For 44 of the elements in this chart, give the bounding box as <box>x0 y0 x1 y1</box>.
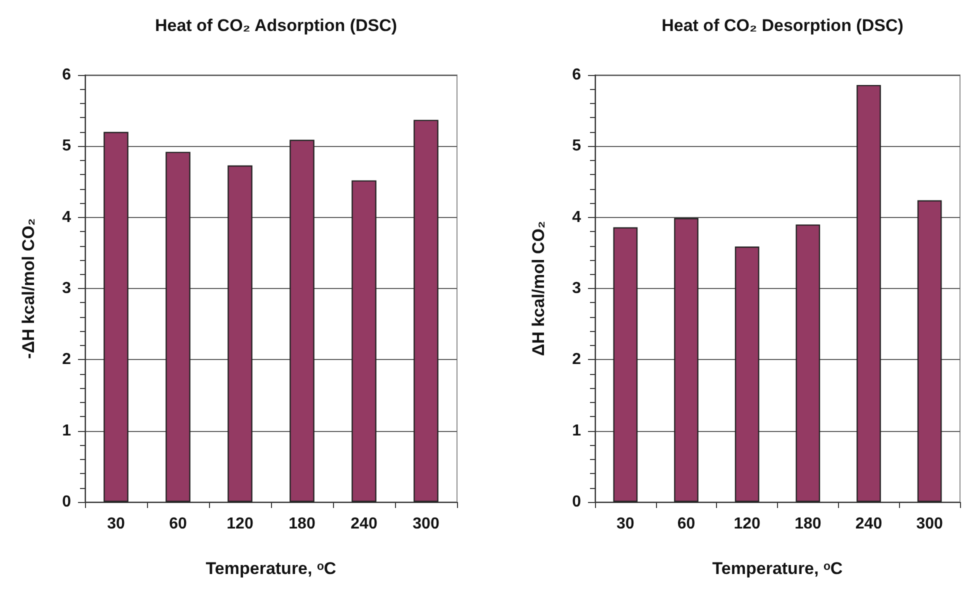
bar <box>856 84 881 502</box>
x-tick-label: 60 <box>677 516 696 532</box>
y-tick-label: 4 <box>572 208 582 226</box>
y-axis-title: -ΔH kcal/mol CO₂ <box>19 218 38 359</box>
y-tick-label: 6 <box>572 66 582 84</box>
x-axis-title: Temperature, ᵒC <box>712 559 843 578</box>
x-tick-label: 180 <box>794 516 822 532</box>
bar <box>613 227 638 502</box>
y-tick-label: 2 <box>572 351 582 368</box>
y-axis-title: ΔH kcal/mol CO₂ <box>529 220 548 356</box>
x-tick-label: 300 <box>916 516 944 532</box>
y-tick-label: 4 <box>62 208 72 226</box>
y-tick-label: 0 <box>62 494 72 510</box>
x-tick-label: 300 <box>412 516 440 532</box>
y-tick-label: 5 <box>62 138 72 155</box>
y-tick-label: 0 <box>572 494 582 510</box>
y-tick-label: 6 <box>62 66 72 84</box>
x-tick-label: 30 <box>616 516 634 532</box>
x-tick-label: 30 <box>107 516 125 532</box>
bar <box>104 132 128 502</box>
x-tick-label: 120 <box>226 516 254 532</box>
bar <box>228 165 252 502</box>
bar <box>796 224 820 502</box>
bar <box>917 200 942 502</box>
y-tick-label: 2 <box>62 351 72 368</box>
bar <box>414 120 438 502</box>
y-tick-label: 1 <box>572 422 582 440</box>
bar <box>734 246 760 502</box>
x-tick-label: 180 <box>288 516 316 532</box>
y-tick-label: 5 <box>572 138 582 155</box>
bar <box>290 140 314 502</box>
x-tick-label: 120 <box>734 516 761 532</box>
y-tick-label: 3 <box>62 280 72 297</box>
x-tick-label: 60 <box>169 516 187 532</box>
y-tick-label: 1 <box>62 422 72 440</box>
y-tick-label: 3 <box>572 280 582 297</box>
x-tick-label: 240 <box>855 516 882 532</box>
x-axis-title: Temperature, ᵒC <box>206 559 336 578</box>
chart-title: Heat of CO₂ Adsorption (DSC) <box>154 16 398 35</box>
bar <box>352 180 376 502</box>
bar <box>674 218 698 502</box>
chart-title: Heat of CO₂ Desorption (DSC) <box>662 16 904 35</box>
x-tick-label: 240 <box>350 516 378 532</box>
bar <box>166 152 190 502</box>
